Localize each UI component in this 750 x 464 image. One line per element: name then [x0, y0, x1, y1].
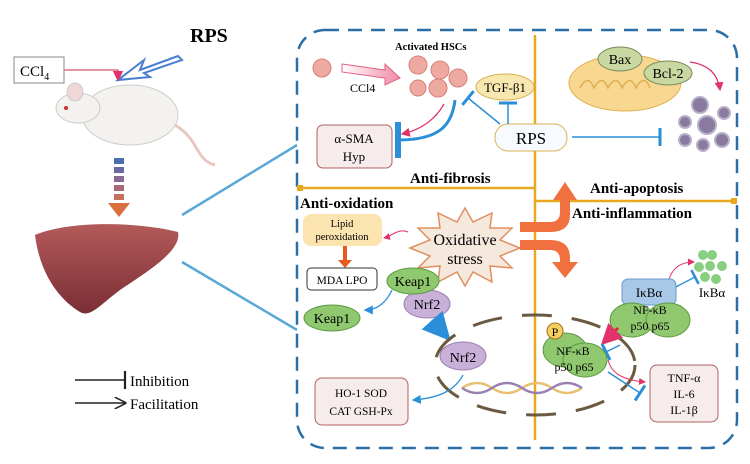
connector-line — [181, 143, 298, 217]
nfkb-translocation-arrow — [600, 322, 624, 346]
nrf2-translocation-arrow — [421, 310, 451, 341]
peroxidation-label: peroxidation — [315, 232, 369, 243]
legend-facilitation: Facilitation — [130, 397, 199, 413]
nfkb-to-cytokines-arrow — [607, 359, 646, 385]
bax-ellipse — [597, 46, 643, 72]
ikba-box-label: IκBα — [636, 285, 663, 300]
apoptotic-cells-icon — [678, 96, 731, 152]
cytokines-box — [649, 364, 719, 423]
mouse-icon — [55, 82, 216, 167]
ccl4-text: CCl4 — [350, 81, 375, 95]
anti-oxidation-label: Anti-oxidation — [300, 196, 394, 212]
connector-line — [181, 260, 298, 332]
rps-inhibits-hsc — [461, 90, 501, 125]
bcl2-label: Bcl-2 — [652, 67, 683, 82]
nrf2-nucleus-ellipse — [439, 341, 487, 371]
rps-hollow-arrow-icon — [114, 54, 184, 82]
nfkb-nuc-label: NF-κB — [556, 344, 589, 358]
ccl4-box — [13, 56, 65, 84]
keap1-free-ellipse — [303, 304, 361, 332]
nrf2-nucleus-label: Nrf2 — [450, 351, 476, 366]
p50p65-nuc-label: p50 p65 — [555, 360, 594, 374]
mda-lpo-box — [306, 267, 378, 291]
p50p65-cyto-label: p50 p65 — [631, 319, 670, 333]
divider-end — [297, 185, 303, 191]
divider-end — [731, 198, 737, 204]
anti-fibrosis-label: Anti-fibrosis — [410, 171, 491, 187]
il6-label: IL-6 — [673, 387, 694, 401]
asma-hyp-box — [316, 124, 393, 169]
anti-fibrosis-section: Activated HSCs CCl4 TGF-β1 α-SMA Hyp RPS… — [312, 42, 662, 187]
anti-inflammation-label: Anti-inflammation — [572, 206, 693, 222]
apoptosis-arrow — [689, 61, 724, 92]
liver-icon — [35, 224, 179, 314]
arrowhead — [338, 260, 352, 268]
nfkb-inhibit-line — [600, 343, 621, 361]
cat-gshpx-label: CAT GSH-Px — [329, 406, 393, 418]
rps-pill — [494, 123, 568, 152]
anti-apoptosis-label: Anti-apoptosis — [590, 181, 684, 197]
phospho-circle — [546, 322, 564, 340]
legend-inhibition: Inhibition — [130, 374, 190, 390]
keap1-release-arrow — [363, 289, 393, 315]
stress-to-apoptosis-arrow — [520, 182, 577, 232]
nfkb-cyto-label: NF-κB — [633, 303, 666, 317]
ikba-fragments-icon — [694, 250, 727, 284]
rps-title: RPS — [190, 25, 228, 47]
anti-inflammation-section: Anti-inflammation IκBα IκBα NF-κB p50 p6… — [542, 206, 727, 423]
keap1-bound-ellipse — [386, 267, 440, 295]
phospho-label: P — [552, 325, 559, 339]
tnf-label: TNF-α — [668, 371, 702, 385]
mitochondrion-cristae — [579, 79, 651, 90]
stress-to-lipid-arrow — [383, 230, 409, 240]
lipid-label: Lipid — [331, 219, 354, 230]
hyp-label: Hyp — [343, 149, 365, 164]
oxidative-label: Oxidative — [433, 232, 496, 249]
hsc-cells-icon — [312, 55, 468, 98]
ccl4-activation-arrow — [341, 62, 401, 86]
nrf2-to-enzymes-arrow — [411, 374, 464, 404]
cytokine-inhibit-line — [607, 371, 647, 402]
dna-icon — [461, 381, 583, 395]
lipid-peroxidation-box — [303, 214, 382, 246]
rps-label: RPS — [516, 129, 546, 148]
ikba-free-label: IκBα — [699, 285, 726, 300]
gradient-arrow-icon — [108, 158, 130, 217]
stress-to-inflammation-arrow — [520, 240, 578, 278]
stress-label: stress — [447, 251, 483, 268]
tgf-label: TGF-β1 — [484, 80, 526, 95]
anti-apoptosis-section: Bax Bcl-2 Anti-apoptosis — [568, 46, 731, 197]
ikba-box — [621, 278, 677, 306]
ho1-sod-label: HO-1 SOD — [335, 388, 387, 400]
mda-lpo-label: MDA LPO — [317, 275, 368, 287]
hsc-to-asma-arrow — [400, 103, 445, 137]
mechanism-frame — [295, 28, 739, 450]
activated-hscs-label: Activated HSCs — [395, 42, 466, 53]
tgf-ellipse — [475, 73, 535, 101]
asma-label: α-SMA — [334, 131, 374, 146]
anti-oxidation-section: Anti-oxidation Lipid peroxidation Oxidat… — [300, 196, 637, 426]
p65-subunit — [645, 302, 691, 338]
bax-label: Bax — [609, 53, 632, 68]
nrf2-bound-label: Nrf2 — [414, 298, 440, 313]
ccl4-arrow — [64, 69, 124, 82]
hsc-inhibit-line — [394, 99, 457, 159]
p65-nuc-subunit — [562, 342, 608, 378]
nucleus-outline — [433, 313, 637, 417]
oxidative-stress-starburst — [407, 206, 523, 288]
left-panel: RPS CCl4 Inhibition Facilitation — [13, 25, 298, 413]
keap1-free-label: Keap1 — [314, 312, 351, 327]
ccl4-label: CCl4 — [20, 64, 49, 83]
antioxidant-enzymes-box — [314, 377, 409, 426]
il1b-label: IL-1β — [670, 403, 697, 417]
keap1-bound-label: Keap1 — [395, 275, 432, 290]
bcl2-ellipse — [643, 60, 693, 86]
